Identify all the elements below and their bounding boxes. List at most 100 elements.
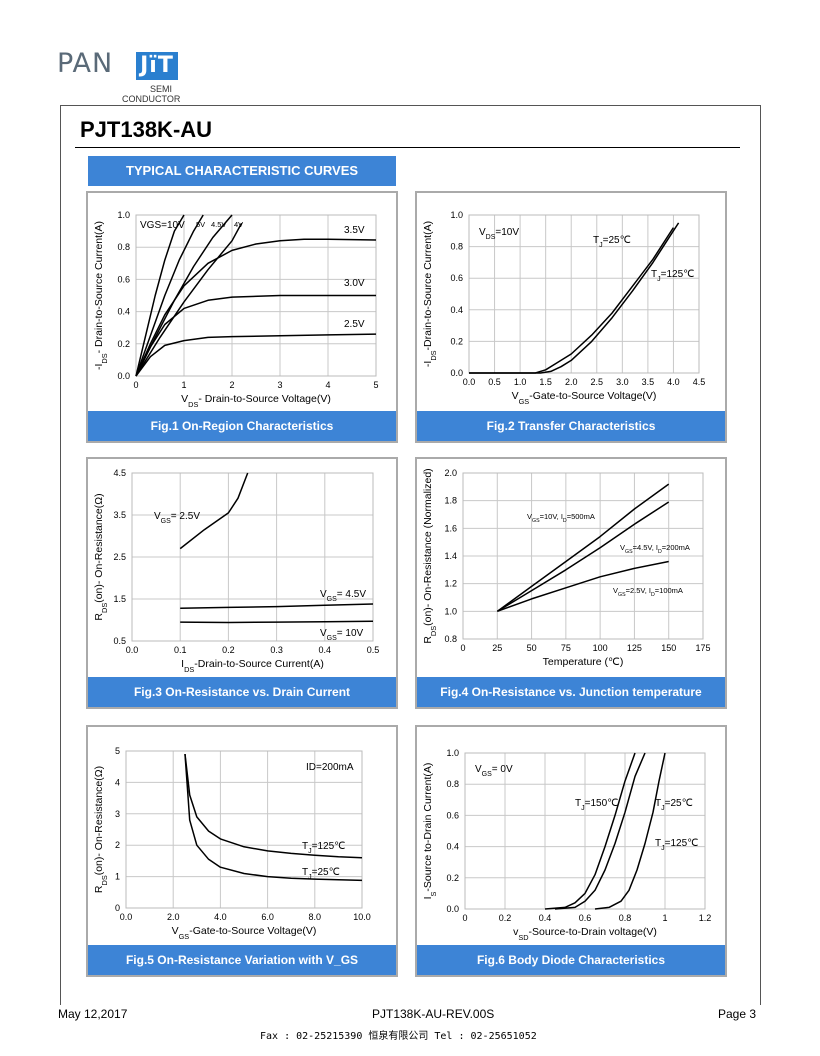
chart-fig4: 0 25 50 75 100 125 150 175 0.8 1.0 1.2 1.4 1.6 1.8 2.0… xyxy=(422,468,711,668)
y-axis-label: RDS(on)- On-Resistance(Ω) xyxy=(93,493,109,620)
y-axis-label: IS-Source to-Drain Current(A) xyxy=(422,763,438,900)
chart-fig6: 0 0.2 0.4 0.6 0.8 1 1.2 0.0 0.2 0.4 0.6 0.8 1.0 vSD-S… xyxy=(422,748,712,942)
footer-revision: PJT138K-AU-REV.00S xyxy=(372,1007,495,1021)
y-axis-label: RDS(on)- On-Resistance (Normalized) xyxy=(422,468,438,643)
chart-fig2: 0.0 0.5 1.0 1.5 2.0 2.5 3.0 3.5 4.0 4.5 0.0 0.2 0.4 0… xyxy=(422,210,706,406)
x-tick-label: 10.0 xyxy=(353,912,371,922)
y-tick-label: 0.5 xyxy=(113,636,126,646)
series-line xyxy=(135,333,377,377)
series-line xyxy=(469,227,675,374)
y-tick-label: 0.4 xyxy=(450,305,463,315)
x-tick-label: 0.0 xyxy=(463,377,476,387)
x-axis-label: IDS-Drain-to-Source Current(A) xyxy=(181,658,324,674)
series-annotation: VGS=10V, ID=500mA xyxy=(527,512,595,524)
x-tick-label: 50 xyxy=(527,643,537,653)
x-tick-label: 1.2 xyxy=(699,913,712,923)
x-tick-label: 0.2 xyxy=(222,645,235,655)
x-tick-label: 0 xyxy=(462,913,467,923)
y-tick-label: 3.5 xyxy=(113,510,126,520)
y-tick-label: 0.0 xyxy=(117,371,130,381)
figure-caption-5: Fig.5 On-Resistance Variation with V_GS xyxy=(88,945,396,975)
y-tick-label: 1.4 xyxy=(444,551,457,561)
series-line xyxy=(180,620,374,624)
y-tick-label: 0.6 xyxy=(446,810,459,820)
figure-caption-2: Fig.2 Transfer Characteristics xyxy=(417,411,725,441)
x-tick-label: 2.5 xyxy=(591,377,604,387)
series-line xyxy=(135,222,243,377)
x-axis-label: VGS-Gate-to-Source Voltage(V) xyxy=(512,390,657,406)
y-tick-label: 1.8 xyxy=(444,496,457,506)
figure-caption-1: Fig.1 On-Region Characteristics xyxy=(88,411,396,441)
y-tick-label: 1.6 xyxy=(444,523,457,533)
series-annotation: VGS= 4.5V xyxy=(320,589,366,603)
y-tick-label: 1.5 xyxy=(113,594,126,604)
x-tick-label: 0.3 xyxy=(270,645,283,655)
figure-caption-4: Fig.4 On-Resistance vs. Junction tempera… xyxy=(417,677,725,707)
series-annotation: VGS= 2.5V xyxy=(154,511,200,525)
series-annotation: VGS=4.5V, ID=200mA xyxy=(620,543,690,555)
series-line xyxy=(496,483,670,612)
x-tick-label: 4 xyxy=(325,380,330,390)
series-annotation: 4V xyxy=(234,220,243,229)
y-tick-label: 0.4 xyxy=(117,307,130,317)
series-line xyxy=(135,238,377,377)
y-tick-label: 5 xyxy=(115,746,120,756)
series-annotation: 3.0V xyxy=(344,278,365,289)
x-tick-label: 0.4 xyxy=(539,913,552,923)
x-tick-label: 0.0 xyxy=(126,645,139,655)
series-line xyxy=(554,752,646,910)
x-tick-label: 0 xyxy=(133,380,138,390)
y-tick-label: 1.0 xyxy=(446,748,459,758)
brand-conductor-label: CONDUCTOR xyxy=(122,94,181,104)
y-tick-label: 4 xyxy=(115,777,120,787)
series-annotation: TJ=25℃ xyxy=(655,798,693,812)
footer-contact-line: Fax : 02-25215390 恒泉有限公司 Tel : 02-256510… xyxy=(260,1031,537,1042)
y-axis-label: -IDS- Drain-to-Source Current(A) xyxy=(93,221,109,370)
plot-area xyxy=(464,752,706,910)
series-line xyxy=(496,501,670,612)
x-tick-label: 5 xyxy=(373,380,378,390)
x-tick-label: 175 xyxy=(695,643,710,653)
series-annotation: ID=200mA xyxy=(306,762,354,773)
chart-fig3: 0.0 0.1 0.2 0.3 0.4 0.5 0.5 1.5 2.5 3.5 4.5 IDS-Dra… xyxy=(93,468,380,674)
x-tick-label: 0.1 xyxy=(174,645,187,655)
x-tick-label: 0.5 xyxy=(367,645,380,655)
x-tick-label: 1.5 xyxy=(539,377,552,387)
y-tick-label: 0.4 xyxy=(446,842,459,852)
y-tick-label: 0.2 xyxy=(450,336,463,346)
y-tick-label: 0.8 xyxy=(450,242,463,252)
y-tick-label: 1.0 xyxy=(117,210,130,220)
y-tick-label: 2.5 xyxy=(113,552,126,562)
y-tick-label: 0.0 xyxy=(450,368,463,378)
x-tick-label: 150 xyxy=(661,643,676,653)
plot-area xyxy=(131,472,374,642)
figure-panel-2: 0.0 0.5 1.0 1.5 2.0 2.5 3.0 3.5 4.0 4.5 0.0 0.2 0.4 0… xyxy=(415,191,727,443)
brand-logo-pan: PAN xyxy=(57,48,114,79)
y-tick-label: 0.0 xyxy=(446,904,459,914)
series-line xyxy=(544,752,636,910)
series-annotation: VGS=2.5V, ID=100mA xyxy=(613,586,683,598)
x-tick-label: 2 xyxy=(229,380,234,390)
series-line xyxy=(135,214,185,377)
x-tick-label: 0.4 xyxy=(319,645,332,655)
page-frame-top xyxy=(60,105,761,106)
x-tick-label: 0.5 xyxy=(488,377,501,387)
series-line xyxy=(135,294,376,377)
y-tick-label: 1.0 xyxy=(450,210,463,220)
y-tick-label: 1.2 xyxy=(444,579,457,589)
x-tick-label: 0 xyxy=(460,643,465,653)
x-tick-label: 25 xyxy=(492,643,502,653)
plot-area xyxy=(462,472,704,640)
x-tick-label: 1.0 xyxy=(514,377,527,387)
y-axis-label: RDS(on)- On-Resistance(Ω) xyxy=(93,766,109,893)
y-tick-label: 0.8 xyxy=(446,779,459,789)
section-heading: TYPICAL CHARACTERISTIC CURVES xyxy=(88,156,396,186)
x-tick-label: 4.5 xyxy=(693,377,706,387)
y-tick-label: 1.0 xyxy=(444,606,457,616)
x-axis-label: VGS-Gate-to-Source Voltage(V) xyxy=(172,925,317,941)
series-line xyxy=(184,754,363,882)
y-tick-label: 0.6 xyxy=(117,274,130,284)
y-tick-label: 0.8 xyxy=(444,634,457,644)
figure-panel-3: 0.0 0.1 0.2 0.3 0.4 0.5 0.5 1.5 2.5 3.5 4.5 IDS-Dra… xyxy=(86,457,398,709)
series-line xyxy=(184,754,363,859)
